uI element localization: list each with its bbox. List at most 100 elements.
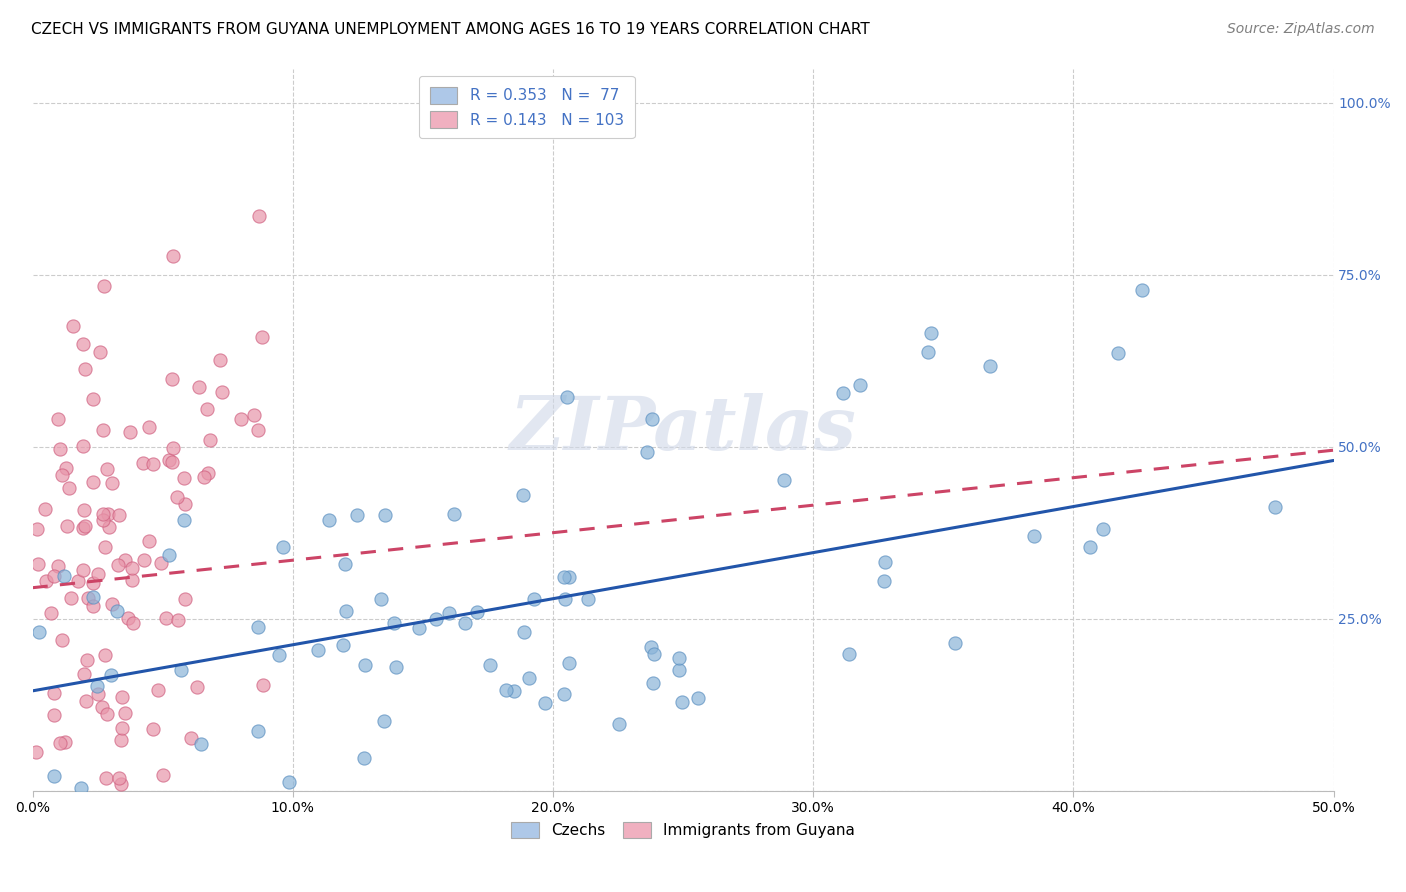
Point: [246, 723, 269, 738]
Point: [335, 604, 357, 618]
Point: [558, 656, 581, 670]
Point: [107, 558, 129, 572]
Point: [408, 621, 430, 635]
Point: [186, 680, 208, 694]
Point: [73, 503, 96, 517]
Point: [53, 734, 76, 748]
Point: [277, 775, 299, 789]
Point: [42, 569, 65, 583]
Point: [640, 411, 662, 425]
Point: [46, 412, 69, 426]
Point: [553, 570, 575, 584]
Point: [72, 520, 94, 534]
Point: [39, 606, 62, 620]
Text: Source: ZipAtlas.com: Source: ZipAtlas.com: [1227, 22, 1375, 37]
Point: [91, 507, 114, 521]
Point: [24, 745, 46, 759]
Point: [110, 777, 132, 791]
Point: [98, 520, 121, 534]
Point: [108, 771, 131, 785]
Point: [91, 512, 114, 526]
Point: [82, 591, 104, 605]
Point: [643, 647, 665, 661]
Point: [82, 392, 104, 406]
Point: [686, 691, 709, 706]
Point: [34, 501, 56, 516]
Point: [25, 523, 48, 537]
Point: [162, 441, 184, 455]
Point: [1130, 283, 1153, 297]
Point: [374, 508, 396, 523]
Point: [142, 722, 165, 736]
Point: [636, 445, 658, 459]
Point: [27, 624, 49, 639]
Point: [75, 361, 97, 376]
Point: [478, 658, 501, 673]
Point: [641, 676, 664, 690]
Point: [502, 684, 524, 698]
Point: [76, 653, 98, 667]
Point: [55, 461, 77, 475]
Point: [93, 648, 115, 663]
Point: [307, 642, 329, 657]
Point: [121, 574, 143, 588]
Point: [72, 563, 94, 577]
Point: [169, 663, 191, 677]
Point: [558, 570, 581, 584]
Point: [250, 330, 273, 344]
Point: [157, 549, 180, 563]
Point: [44, 708, 66, 723]
Point: [162, 249, 184, 263]
Point: [157, 452, 180, 467]
Point: [146, 682, 169, 697]
Point: [979, 359, 1001, 374]
Point: [187, 379, 209, 393]
Point: [173, 470, 195, 484]
Point: [150, 556, 173, 570]
Point: [517, 671, 540, 685]
Text: CZECH VS IMMIGRANTS FROM GUYANA UNEMPLOYMENT AMONG AGES 16 TO 19 YEARS CORRELATI: CZECH VS IMMIGRANTS FROM GUYANA UNEMPLOY…: [31, 22, 870, 37]
Point: [607, 717, 630, 731]
Point: [247, 424, 270, 438]
Point: [70, 780, 93, 795]
Point: [89, 345, 111, 359]
Point: [190, 738, 212, 752]
Point: [1022, 529, 1045, 543]
Point: [96, 462, 118, 476]
Point: [93, 423, 115, 437]
Point: [108, 508, 131, 522]
Point: [132, 456, 155, 470]
Point: [138, 420, 160, 434]
Point: [51, 467, 73, 482]
Point: [117, 611, 139, 625]
Point: [75, 694, 97, 708]
Point: [195, 402, 218, 417]
Point: [27, 557, 49, 571]
Point: [152, 768, 174, 782]
Point: [197, 467, 219, 481]
Point: [554, 591, 576, 606]
Point: [166, 490, 188, 504]
Point: [101, 597, 124, 611]
Point: [111, 721, 134, 735]
Point: [93, 279, 115, 293]
Point: [640, 640, 662, 654]
Point: [534, 696, 557, 710]
Point: [671, 694, 693, 708]
Point: [173, 512, 195, 526]
Point: [382, 615, 405, 630]
Point: [243, 409, 266, 423]
Text: ZIPatlas: ZIPatlas: [509, 393, 856, 466]
Point: [86, 566, 108, 581]
Point: [318, 513, 340, 527]
Point: [114, 706, 136, 720]
Point: [370, 592, 392, 607]
Point: [247, 209, 270, 223]
Point: [73, 519, 96, 533]
Point: [72, 337, 94, 351]
Point: [425, 612, 447, 626]
Point: [49, 736, 72, 750]
Point: [86, 687, 108, 701]
Point: [271, 540, 294, 554]
Point: [53, 569, 76, 583]
